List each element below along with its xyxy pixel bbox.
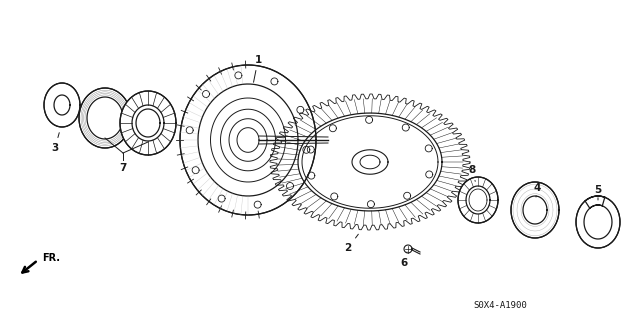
Text: 2: 2 <box>344 234 358 253</box>
Text: 8: 8 <box>468 165 476 181</box>
Ellipse shape <box>120 91 176 155</box>
Text: 6: 6 <box>401 252 408 268</box>
Text: FR.: FR. <box>42 253 60 263</box>
Text: 5: 5 <box>595 185 602 200</box>
Text: 3: 3 <box>51 133 60 153</box>
Ellipse shape <box>44 83 80 127</box>
Ellipse shape <box>79 88 131 148</box>
Text: S0X4-A1900: S0X4-A1900 <box>473 300 527 309</box>
Ellipse shape <box>180 65 316 215</box>
Text: 7: 7 <box>119 163 127 173</box>
Ellipse shape <box>576 196 620 248</box>
Text: 4: 4 <box>533 183 541 197</box>
Ellipse shape <box>511 182 559 238</box>
Text: 1: 1 <box>253 55 262 82</box>
Polygon shape <box>270 94 470 230</box>
Ellipse shape <box>458 177 498 223</box>
